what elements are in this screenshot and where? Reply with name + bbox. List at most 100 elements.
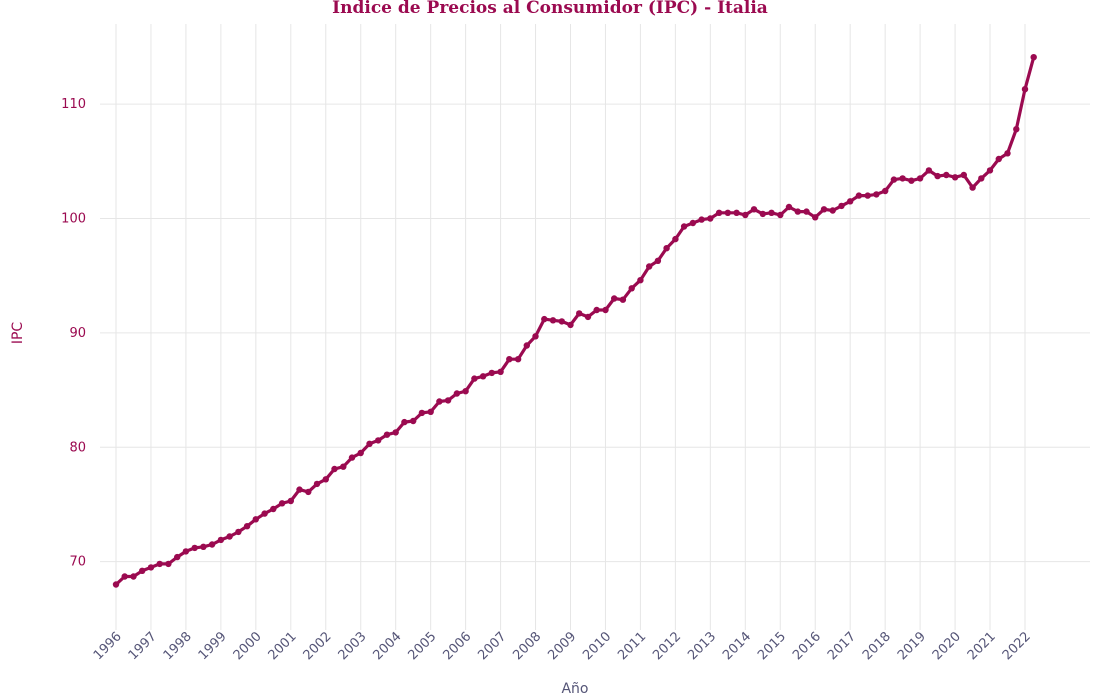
- data-point: [838, 202, 845, 210]
- data-point: [243, 523, 251, 530]
- data-point: [130, 573, 137, 580]
- data-point: [322, 476, 329, 483]
- y-tick-label: 110: [61, 97, 86, 112]
- data-point: [602, 306, 609, 314]
- data-point: [899, 175, 906, 182]
- data-point: [759, 210, 766, 218]
- data-point: [750, 206, 758, 213]
- x-axis-label: Año: [561, 681, 588, 697]
- data-point: [208, 541, 216, 548]
- data-point: [139, 567, 146, 574]
- chart-title: Indice de Precios al Consumidor (IPC) - …: [332, 0, 768, 18]
- data-point: [707, 215, 714, 222]
- data-point: [191, 544, 198, 552]
- data-point: [890, 176, 898, 183]
- y-tick-labels: 70 80 90 100 110: [61, 97, 86, 570]
- data-point: [724, 209, 731, 216]
- y-gridlines: [100, 103, 1090, 563]
- data-point: [112, 581, 120, 588]
- data-point: [628, 285, 635, 292]
- data-point: [410, 417, 417, 425]
- data-point: [340, 463, 347, 470]
- y-tick-label: 70: [69, 555, 86, 570]
- data-point: [960, 171, 967, 179]
- data-point: [794, 208, 801, 215]
- x-tick-label: 2015: [755, 629, 789, 663]
- x-tick-label: 1997: [126, 629, 160, 663]
- y-axis-label: IPC: [10, 322, 26, 345]
- data-point: [1030, 54, 1037, 61]
- data-point: [916, 175, 924, 182]
- data-point: [165, 560, 172, 568]
- data-point: [532, 333, 539, 340]
- data-point: [444, 397, 452, 404]
- data-point: [549, 317, 557, 324]
- data-point: [401, 418, 408, 426]
- data-point: [366, 440, 373, 447]
- x-tick-labels: 1996 1997 1998 1999 2000 2001 2002 2003 2004 2005…: [91, 629, 1034, 663]
- y-tick-label: 100: [61, 211, 86, 226]
- data-point: [1013, 126, 1020, 133]
- data-point: [951, 174, 959, 181]
- x-tick-label: 2003: [336, 629, 370, 663]
- data-point: [567, 321, 574, 329]
- x-tick-label: 1999: [196, 629, 230, 663]
- x-tick-label: 2013: [685, 629, 719, 663]
- data-point: [803, 208, 810, 215]
- x-tick-label: 2018: [860, 629, 894, 663]
- data-point: [182, 548, 190, 555]
- data-point: [680, 223, 688, 230]
- data-point: [873, 191, 880, 198]
- data-point: [156, 560, 163, 568]
- data-point: [654, 257, 662, 264]
- data-point: [313, 480, 321, 488]
- data-point: [593, 306, 600, 314]
- data-point: [820, 206, 828, 213]
- x-tick-label: 2004: [371, 629, 405, 663]
- data-point: [357, 449, 364, 457]
- data-point: [121, 573, 128, 580]
- x-tick-label: 2000: [231, 629, 265, 663]
- x-tick-label: 2007: [475, 629, 509, 663]
- data-point: [646, 263, 653, 270]
- data-point: [514, 356, 522, 363]
- data-point: [969, 184, 976, 191]
- data-point: [637, 277, 644, 284]
- data-point: [235, 528, 242, 536]
- data-point: [698, 216, 705, 223]
- data-point: [908, 177, 915, 184]
- data-point: [943, 171, 950, 179]
- x-tick-label: 2009: [545, 629, 579, 663]
- data-point: [270, 505, 277, 513]
- data-point: [471, 375, 478, 382]
- data-point: [1021, 86, 1029, 93]
- data-point: [375, 437, 382, 444]
- data-point: [174, 553, 181, 561]
- data-point: [261, 510, 268, 517]
- x-tick-label: 2011: [615, 629, 649, 663]
- data-point: [296, 486, 303, 493]
- data-point: [226, 533, 233, 540]
- data-point: [925, 167, 933, 174]
- x-tick-label: 2008: [510, 629, 544, 663]
- data-point: [576, 310, 583, 317]
- data-point: [715, 209, 723, 216]
- data-point: [497, 368, 504, 375]
- data-point: [217, 536, 225, 544]
- data-point: [619, 296, 627, 303]
- data-point: [663, 245, 670, 252]
- series-line: [114, 55, 1036, 587]
- data-point: [278, 500, 286, 507]
- x-tick-label: 2019: [895, 629, 929, 663]
- data-point: [287, 497, 294, 505]
- x-tick-label: 2005: [405, 629, 439, 663]
- data-point: [200, 543, 207, 550]
- x-tick-label: 1996: [91, 629, 125, 663]
- ipc-series: [112, 54, 1037, 588]
- x-tick-label: 2001: [266, 629, 300, 663]
- data-point: [418, 409, 426, 417]
- x-tick-label: 2022: [1000, 629, 1034, 663]
- x-tick-label: 2021: [965, 629, 999, 663]
- data-point: [672, 235, 679, 243]
- data-point: [882, 187, 889, 195]
